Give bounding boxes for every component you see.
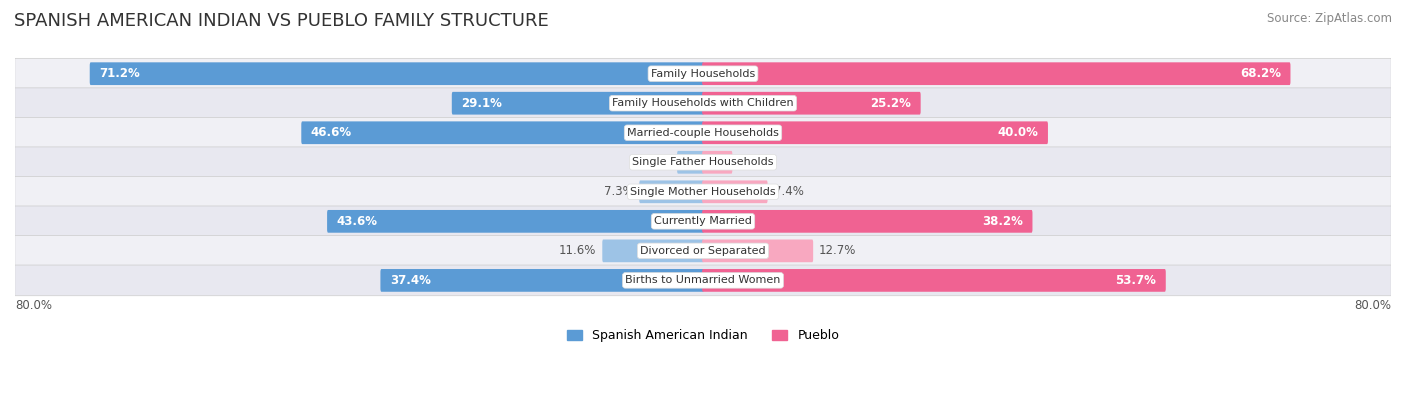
Text: 80.0%: 80.0% [15,299,52,312]
FancyBboxPatch shape [702,62,1291,85]
Text: Source: ZipAtlas.com: Source: ZipAtlas.com [1267,12,1392,25]
Text: Married-couple Households: Married-couple Households [627,128,779,138]
FancyBboxPatch shape [451,92,704,115]
Text: 29.1%: 29.1% [461,97,502,110]
Text: 80.0%: 80.0% [1354,299,1391,312]
Text: 38.2%: 38.2% [981,215,1024,228]
Text: Family Households: Family Households [651,69,755,79]
FancyBboxPatch shape [702,269,1166,292]
FancyBboxPatch shape [702,181,768,203]
Text: 11.6%: 11.6% [560,245,596,258]
FancyBboxPatch shape [640,181,704,203]
Text: 7.3%: 7.3% [603,185,633,198]
Text: 40.0%: 40.0% [997,126,1039,139]
Text: Divorced or Separated: Divorced or Separated [640,246,766,256]
FancyBboxPatch shape [90,62,704,85]
Text: 53.7%: 53.7% [1115,274,1156,287]
FancyBboxPatch shape [702,92,921,115]
Legend: Spanish American Indian, Pueblo: Spanish American Indian, Pueblo [562,324,844,347]
FancyBboxPatch shape [15,117,1391,148]
FancyBboxPatch shape [15,58,1391,89]
FancyBboxPatch shape [702,239,813,262]
FancyBboxPatch shape [15,147,1391,178]
FancyBboxPatch shape [702,210,1032,233]
Text: 2.9%: 2.9% [641,156,671,169]
Text: 37.4%: 37.4% [389,274,430,287]
Text: 68.2%: 68.2% [1240,67,1281,80]
FancyBboxPatch shape [15,265,1391,296]
Text: 25.2%: 25.2% [870,97,911,110]
Text: Births to Unmarried Women: Births to Unmarried Women [626,275,780,286]
FancyBboxPatch shape [602,239,704,262]
FancyBboxPatch shape [15,88,1391,118]
Text: 3.3%: 3.3% [738,156,768,169]
Text: Currently Married: Currently Married [654,216,752,226]
Text: 46.6%: 46.6% [311,126,352,139]
FancyBboxPatch shape [301,121,704,144]
FancyBboxPatch shape [702,151,733,174]
Text: Single Mother Households: Single Mother Households [630,187,776,197]
FancyBboxPatch shape [678,151,704,174]
FancyBboxPatch shape [15,177,1391,207]
Text: 12.7%: 12.7% [820,245,856,258]
Text: 43.6%: 43.6% [336,215,378,228]
Text: SPANISH AMERICAN INDIAN VS PUEBLO FAMILY STRUCTURE: SPANISH AMERICAN INDIAN VS PUEBLO FAMILY… [14,12,548,30]
FancyBboxPatch shape [381,269,704,292]
Text: 71.2%: 71.2% [100,67,141,80]
FancyBboxPatch shape [15,235,1391,266]
Text: Single Father Households: Single Father Households [633,157,773,167]
Text: 7.4%: 7.4% [773,185,803,198]
FancyBboxPatch shape [702,121,1047,144]
FancyBboxPatch shape [328,210,704,233]
FancyBboxPatch shape [15,206,1391,237]
Text: Family Households with Children: Family Households with Children [612,98,794,108]
